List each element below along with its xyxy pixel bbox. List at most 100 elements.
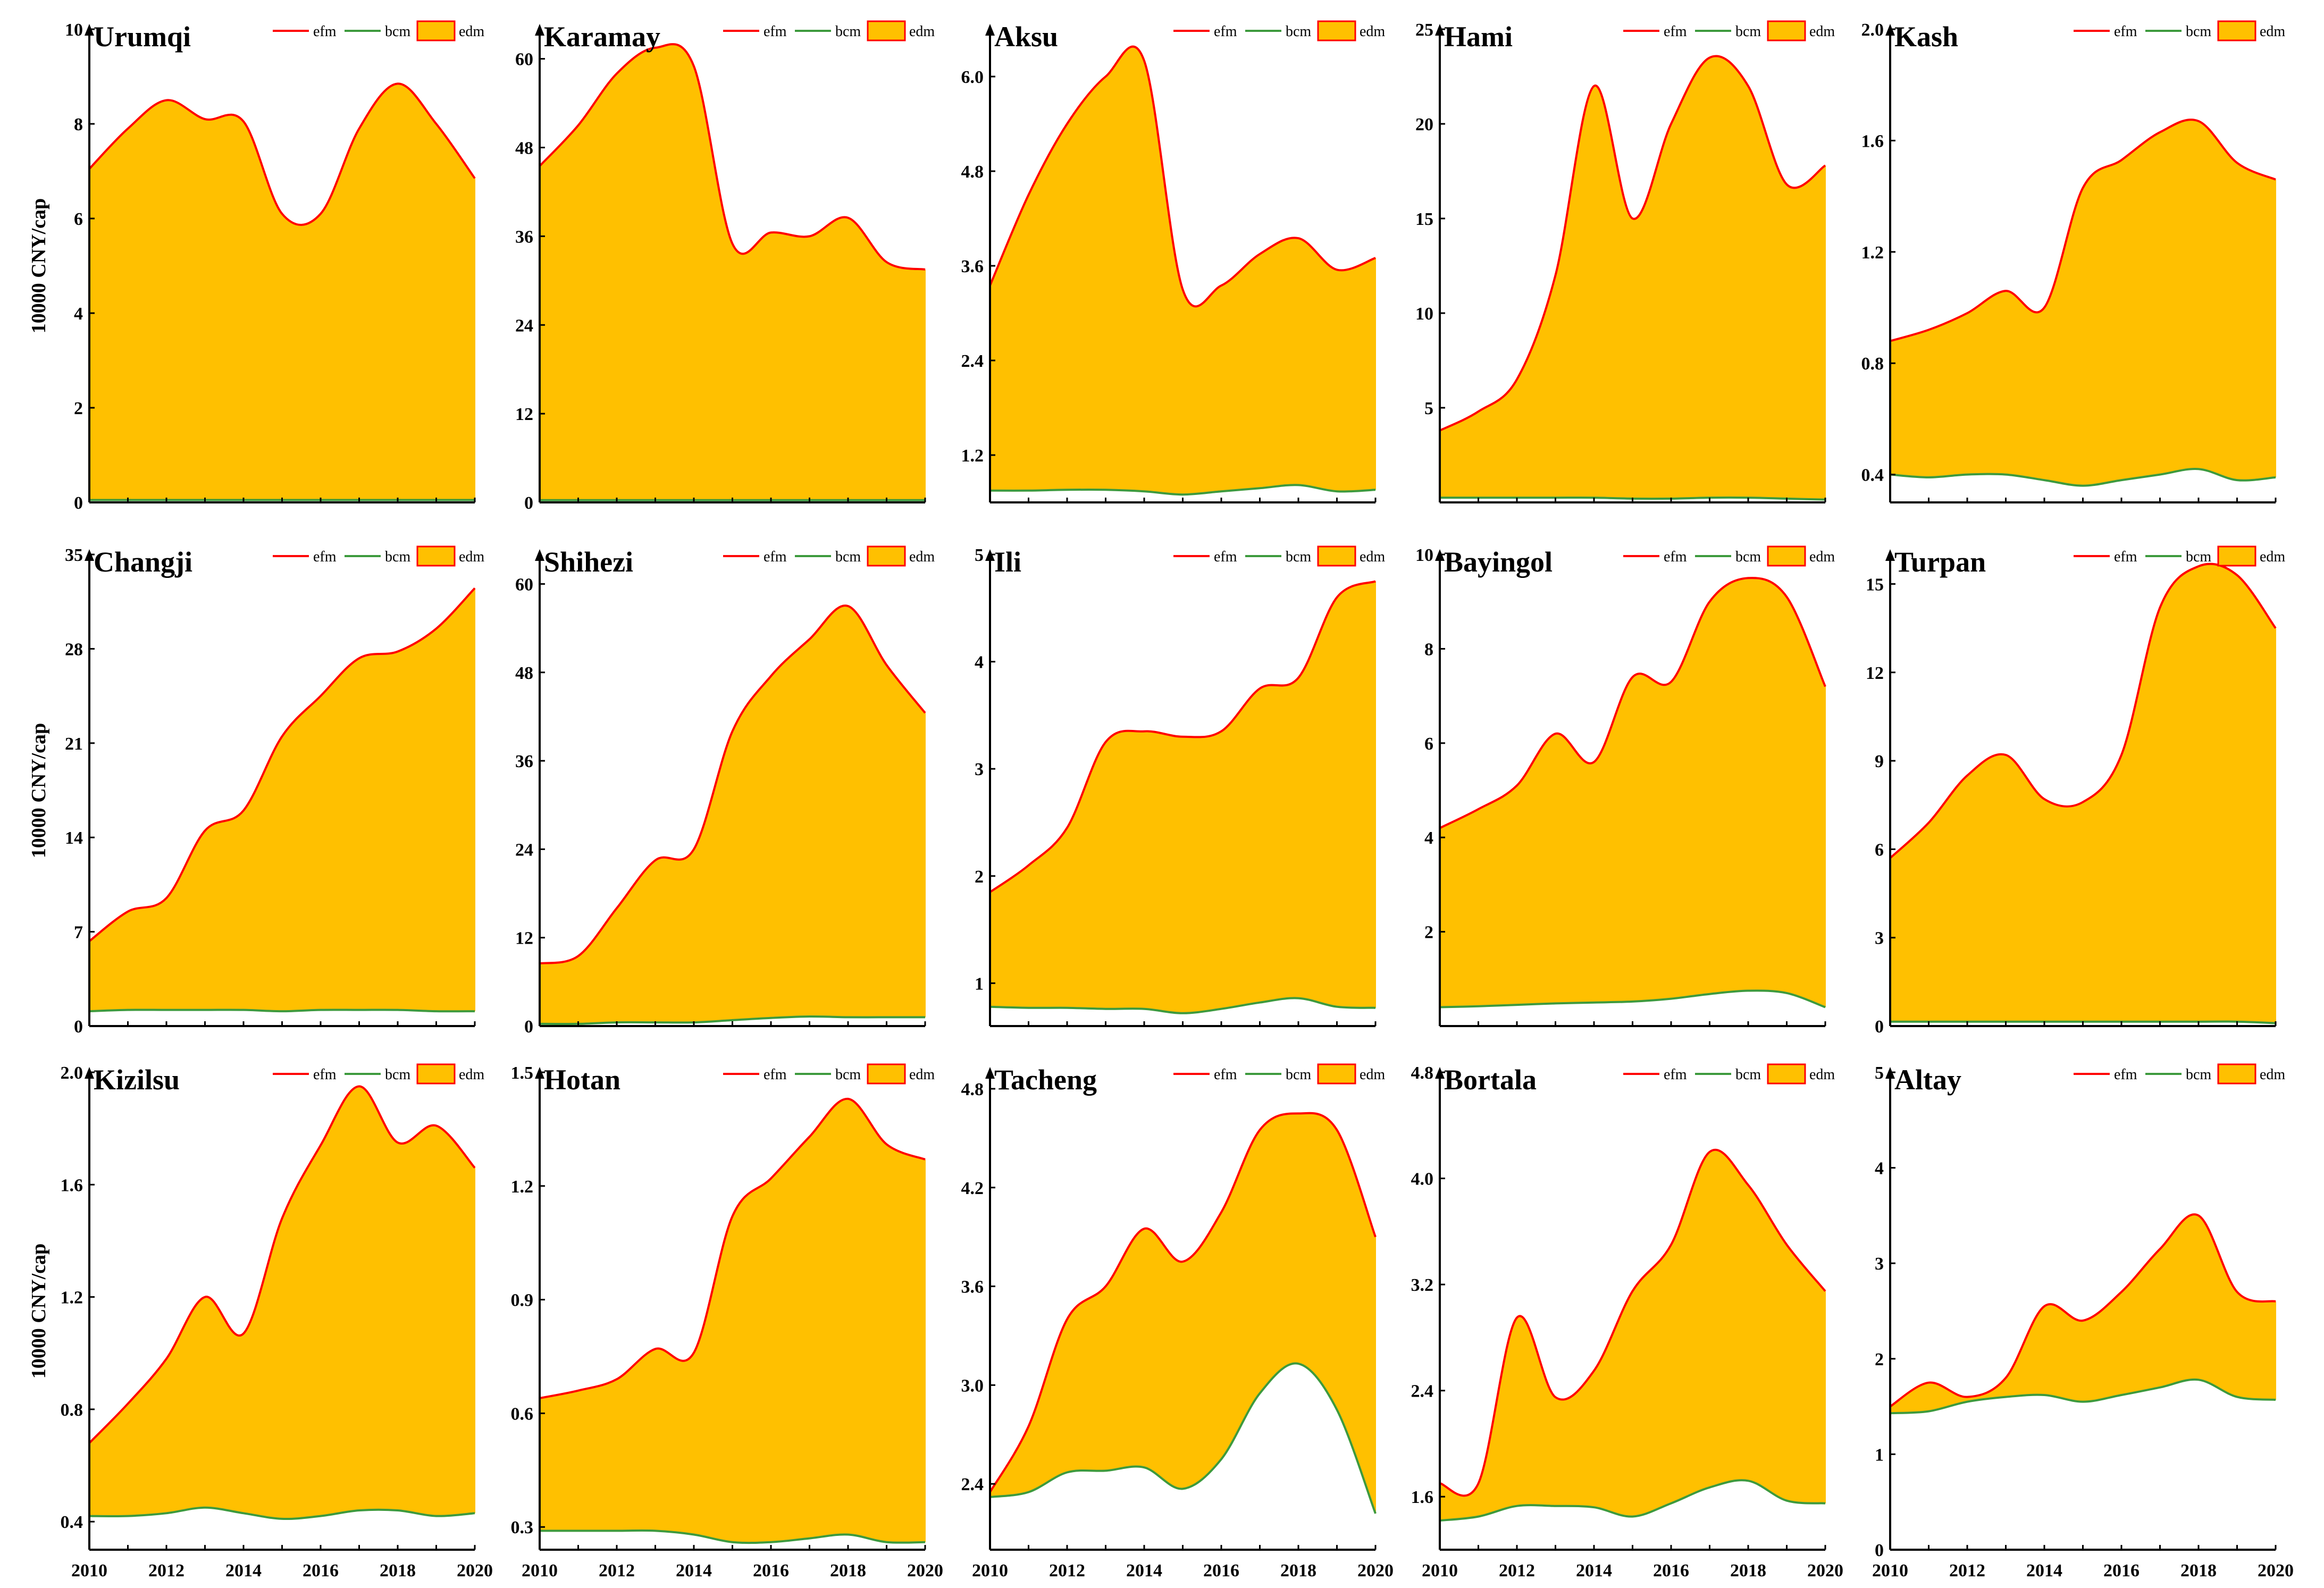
legend-efm-label: efm — [1214, 23, 1237, 40]
x-tick-label: 2016 — [2103, 1561, 2140, 1581]
edm-area — [89, 83, 475, 500]
y-tick-label: 20 — [1415, 115, 1433, 135]
legend-bcm-label: bcm — [385, 549, 410, 565]
legend-edm-swatch — [2217, 1063, 2256, 1085]
legend-edm-swatch — [416, 20, 456, 41]
legend-edm-label: edm — [459, 23, 484, 40]
y-tick-label: 2 — [1875, 1350, 1884, 1369]
chart-panel-hotan: 0.3 0.6 0.9 1.2 1.5 2010 2012 2014 2016 2018 2020 H… — [511, 1063, 944, 1581]
y-tick-label: 1.2 — [1861, 243, 1884, 263]
legend-edm-label: edm — [2260, 549, 2285, 565]
legend-bcm-label: bcm — [1286, 1066, 1311, 1083]
legend-edm-label: edm — [1809, 1066, 1835, 1083]
edm-area — [990, 46, 1375, 495]
chart-panel-kash: 0.4 0.8 1.2 1.6 2.0 Kash efm bcm edm — [1861, 20, 2285, 503]
efm-line — [539, 1097, 926, 1399]
x-tick-label: 2010 — [1422, 1561, 1458, 1581]
legend: efm bcm edm — [2074, 20, 2285, 41]
chart-panel-bayingol: 2 4 6 8 10 Bayingol efm bcm edm — [1415, 545, 1835, 1027]
y-tick-label: 4.8 — [961, 1080, 984, 1099]
legend-efm-label: efm — [1214, 549, 1237, 565]
y-tick-label: 2.0 — [1861, 20, 1884, 40]
efm-line — [989, 1112, 1377, 1493]
x-tick-label: 2018 — [1730, 1561, 1766, 1581]
legend-edm-label: edm — [459, 1066, 484, 1083]
chart-title: Tacheng — [994, 1064, 1097, 1096]
x-tick-label: 2014 — [225, 1561, 262, 1581]
legend-bcm-label: bcm — [2186, 1066, 2211, 1083]
y-tick-label: 60 — [515, 50, 533, 70]
x-tick-label: 2020 — [1807, 1561, 1843, 1581]
x-tick-label: 2014 — [1126, 1561, 1162, 1581]
y-tick-label: 0.4 — [1861, 466, 1884, 485]
x-tick-label: 2012 — [1499, 1561, 1535, 1581]
y-tick-label: 10 — [65, 20, 83, 40]
legend-bcm-label: bcm — [2186, 549, 2211, 565]
y-axis-arrow — [1885, 549, 1895, 561]
y-tick-label: 25 — [1415, 20, 1433, 40]
y-tick-label: 0.6 — [511, 1404, 534, 1424]
legend-efm-label: efm — [1664, 1066, 1687, 1083]
chart-panel-bortala: 1.6 2.4 3.2 4.0 4.8 2010 2012 2014 2016 2018 2020 B… — [1411, 1063, 1844, 1581]
y-tick-label: 5 — [1424, 399, 1433, 418]
y-tick-label: 5 — [975, 545, 984, 565]
legend-bcm-label: bcm — [835, 1066, 861, 1083]
y-tick-label: 3.0 — [961, 1376, 984, 1396]
edm-area — [540, 606, 925, 1024]
legend: efm bcm edm — [723, 20, 935, 41]
y-tick-label: 3.6 — [961, 1278, 984, 1297]
y-tick-label: 48 — [515, 663, 533, 683]
legend-efm-label: efm — [2114, 549, 2137, 565]
y-axis-arrow — [535, 24, 544, 36]
bcm-line — [1890, 467, 2276, 487]
y-tick-label: 2 — [975, 867, 984, 887]
y-tick-label: 15 — [1415, 209, 1433, 229]
efm-line — [1889, 1213, 2276, 1408]
x-tick-label: 2018 — [830, 1561, 866, 1581]
chart-title: Kash — [1894, 21, 1958, 53]
y-tick-label: 12 — [515, 405, 533, 424]
x-tick-label: 2010 — [972, 1561, 1008, 1581]
y-tick-label: 6.0 — [961, 68, 984, 87]
legend: efm bcm edm — [273, 1063, 484, 1085]
edm-area — [89, 588, 475, 1012]
legend-edm-label: edm — [1360, 1066, 1385, 1083]
bcm-line — [539, 1015, 925, 1026]
legend-edm-label: edm — [2260, 1066, 2285, 1083]
legend: efm bcm edm — [1623, 1063, 1835, 1085]
y-tick-label: 4.0 — [1411, 1170, 1434, 1189]
legend-edm-swatch — [1767, 545, 1806, 567]
legend-edm-swatch — [867, 20, 906, 41]
legend: efm bcm edm — [273, 545, 484, 567]
x-tick-label: 2014 — [676, 1561, 712, 1581]
efm-line — [1439, 1148, 1826, 1497]
y-tick-label: 6 — [1875, 840, 1884, 860]
legend-edm-swatch — [1767, 1063, 1806, 1085]
legend: efm bcm edm — [723, 545, 935, 567]
edm-area — [1890, 564, 2276, 1023]
legend: efm bcm edm — [2074, 545, 2285, 567]
y-tick-label: 0.9 — [511, 1291, 534, 1310]
x-tick-label: 2010 — [71, 1561, 107, 1581]
y-tick-label: 2.4 — [1411, 1382, 1434, 1401]
x-tick-label: 2016 — [1653, 1561, 1689, 1581]
y-tick-label: 0.8 — [61, 1400, 83, 1420]
y-tick-label: 1.5 — [511, 1063, 534, 1083]
edm-area — [1440, 1149, 1825, 1521]
chart-panel-urumqi: 0 2 4 6 8 10 Urumqi efm bcm edm — [65, 20, 484, 513]
y-axis-label-row1: 10000 CNY/cap — [28, 198, 50, 334]
y-tick-label: 5 — [1875, 1063, 1884, 1083]
x-tick-label: 2014 — [1576, 1561, 1612, 1581]
x-tick-label: 2018 — [380, 1561, 416, 1581]
efm-line — [1439, 577, 1826, 829]
legend-efm-label: efm — [1664, 549, 1687, 565]
chart-panel-altay: 0 1 2 3 4 5 2010 2012 2014 2016 2018 2020 Altay efm bc… — [1872, 1063, 2294, 1581]
y-tick-label: 1.6 — [1411, 1488, 1434, 1507]
legend-bcm-label: bcm — [385, 23, 410, 40]
x-tick-label: 2020 — [1357, 1561, 1394, 1581]
y-tick-label: 4 — [975, 653, 984, 673]
x-tick-label: 2016 — [1203, 1561, 1239, 1581]
y-tick-label: 4 — [1875, 1159, 1884, 1179]
legend-efm-label: efm — [764, 1066, 787, 1083]
y-tick-label: 1.2 — [61, 1288, 83, 1308]
